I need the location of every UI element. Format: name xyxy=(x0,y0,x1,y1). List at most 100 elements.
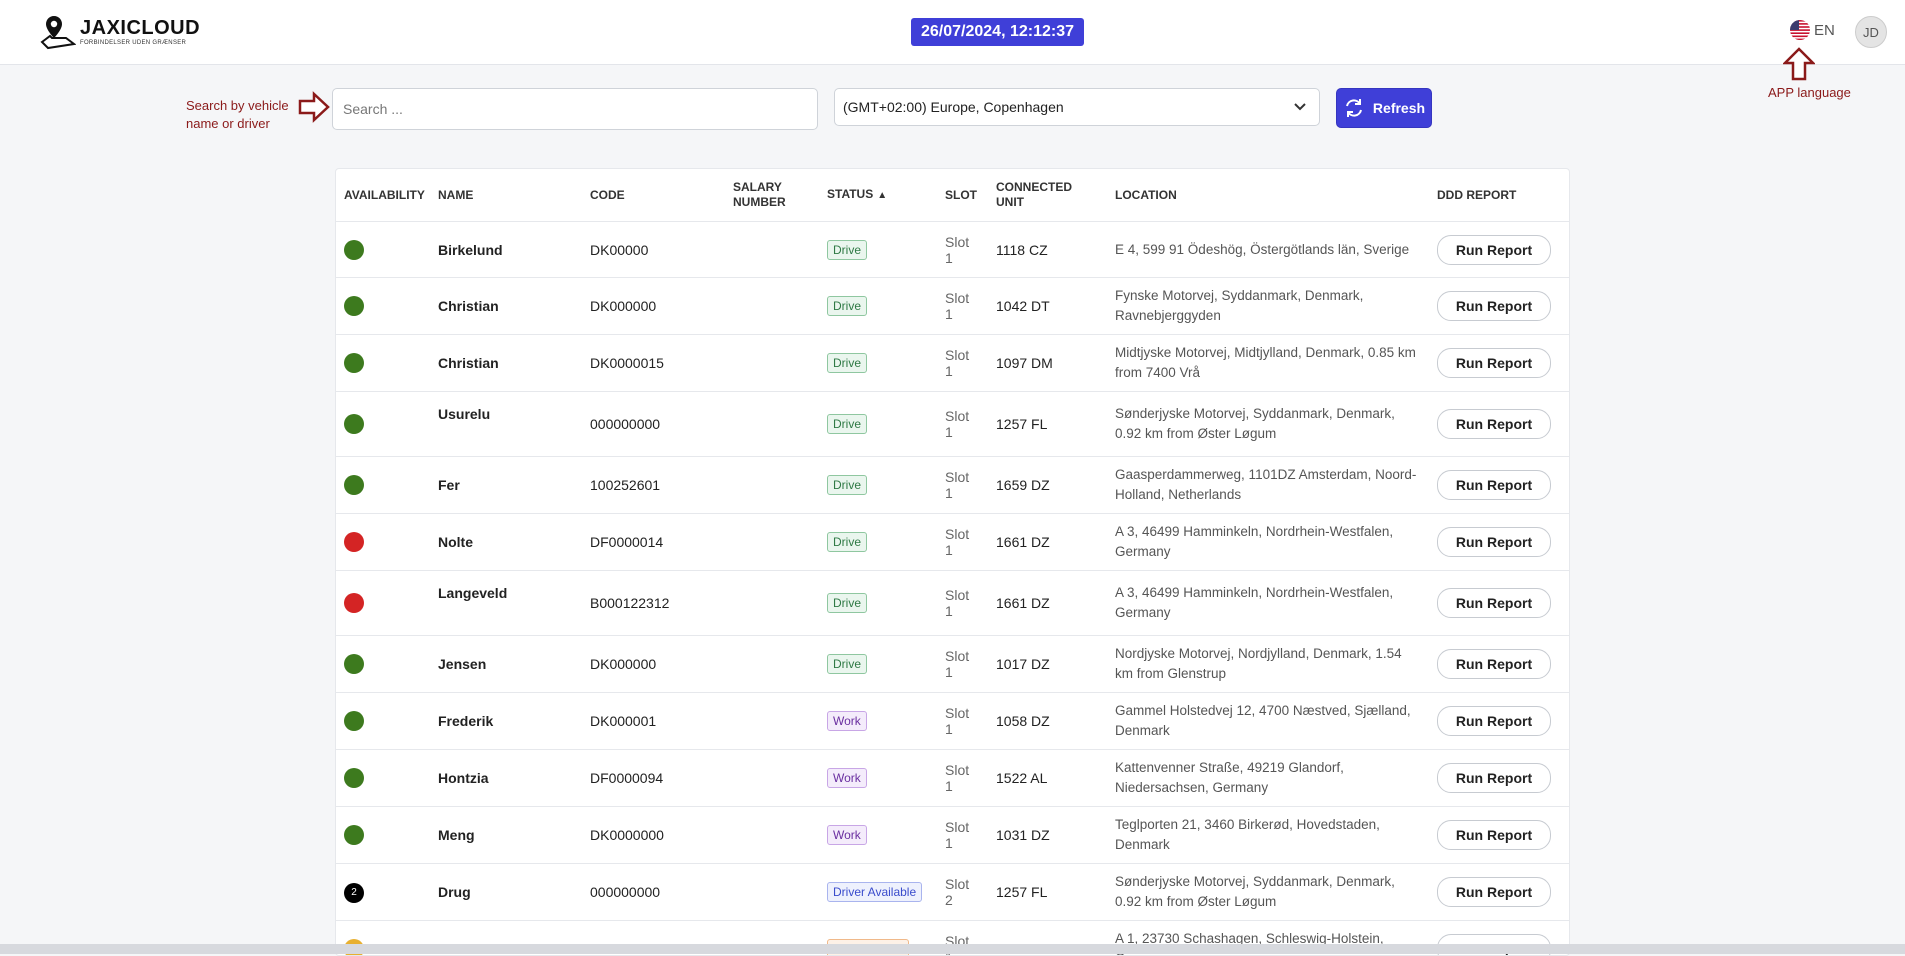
name-cell: Hontzia xyxy=(430,750,582,807)
timezone-select[interactable]: (GMT+02:00) Europe, Copenhagen xyxy=(834,88,1320,126)
app-logo[interactable]: JAXICLOUD FORBINDELSER UDEN GRÆNSER xyxy=(40,14,200,50)
col-ddd-report: DDD REPORT xyxy=(1429,169,1569,222)
code-cell: DK000000 xyxy=(582,636,725,693)
availability-cell xyxy=(336,278,430,335)
run-report-button[interactable]: Run Report xyxy=(1437,649,1551,679)
run-report-button[interactable]: Run Report xyxy=(1437,470,1551,500)
report-cell: Run Report xyxy=(1429,457,1569,514)
sort-icon[interactable]: ▲ xyxy=(877,190,887,201)
run-report-button[interactable]: Run Report xyxy=(1437,706,1551,736)
search-input[interactable] xyxy=(332,88,818,130)
availability-cell xyxy=(336,750,430,807)
salary-cell xyxy=(725,864,819,921)
unit-cell: 1097 DM xyxy=(988,335,1107,392)
unit-cell: 1659 DZ xyxy=(988,457,1107,514)
run-report-button[interactable]: Run Report xyxy=(1437,527,1551,557)
logo-title: JAXICLOUD xyxy=(80,18,200,38)
status-badge: Drive xyxy=(827,296,867,316)
driver-name: Fer xyxy=(438,477,460,493)
run-report-button[interactable]: Run Report xyxy=(1437,877,1551,907)
run-report-button[interactable]: Run Report xyxy=(1437,820,1551,850)
col-availability: AVAILABILITY xyxy=(336,169,430,222)
slot-cell: Slot 2 xyxy=(937,864,988,921)
salary-cell xyxy=(725,514,819,571)
availability-status-dot xyxy=(344,475,364,495)
driver-name: Birkelund xyxy=(438,242,503,258)
arrow-up-icon xyxy=(1783,47,1815,81)
code-cell: DK00000 xyxy=(582,222,725,278)
code-cell: DK000001 xyxy=(582,693,725,750)
location-cell: Fynske Motorvej, Syddanmark, Denmark, Ra… xyxy=(1107,278,1429,335)
availability-status-dot xyxy=(344,825,364,845)
availability-status-dot xyxy=(344,711,364,731)
status-cell: Drive xyxy=(819,222,937,278)
col-location: LOCATION xyxy=(1107,169,1429,222)
salary-cell xyxy=(725,457,819,514)
slot-cell: Slot 1 xyxy=(937,392,988,457)
language-annotation: APP language xyxy=(1768,84,1851,102)
status-badge: Drive xyxy=(827,353,867,373)
name-cell: Birkelund xyxy=(430,222,582,278)
refresh-icon xyxy=(1343,97,1365,119)
col-status-label: STATUS xyxy=(827,187,873,201)
location-cell: Kattenvenner Straße, 49219 Glandorf, Nie… xyxy=(1107,750,1429,807)
report-cell: Run Report xyxy=(1429,750,1569,807)
status-cell: Drive xyxy=(819,457,937,514)
status-cell: Drive xyxy=(819,392,937,457)
name-cell: Meng xyxy=(430,807,582,864)
availability-status-dot xyxy=(344,654,364,674)
availability-cell xyxy=(336,807,430,864)
run-report-button[interactable]: Run Report xyxy=(1437,235,1551,265)
col-salary-number[interactable]: SALARY NUMBER xyxy=(725,169,819,222)
driver-name: Hontzia xyxy=(438,770,489,786)
salary-cell xyxy=(725,693,819,750)
user-avatar[interactable]: JD xyxy=(1855,16,1887,48)
status-badge: Drive xyxy=(827,654,867,674)
report-cell: Run Report xyxy=(1429,222,1569,278)
slot-cell: Slot 1 xyxy=(937,750,988,807)
availability-cell xyxy=(336,392,430,457)
location-cell: E 4, 599 91 Ödeshög, Östergötlands län, … xyxy=(1107,222,1429,278)
driver-name: Christian xyxy=(438,298,499,314)
horizontal-scrollbar[interactable] xyxy=(0,944,1905,954)
slot-cell: Slot 1 xyxy=(937,636,988,693)
slot-cell: Slot 1 xyxy=(937,222,988,278)
salary-cell xyxy=(725,222,819,278)
unit-cell: 1058 DZ xyxy=(988,693,1107,750)
language-selector[interactable]: EN xyxy=(1790,20,1835,40)
status-cell: Drive xyxy=(819,278,937,335)
top-bar: JAXICLOUD FORBINDELSER UDEN GRÆNSER 26/0… xyxy=(0,0,1905,65)
run-report-button[interactable]: Run Report xyxy=(1437,409,1551,439)
driver-name: Nolte xyxy=(438,534,473,550)
location-pin-logo-icon xyxy=(40,14,76,50)
refresh-button[interactable]: Refresh xyxy=(1336,88,1432,128)
salary-cell xyxy=(725,571,819,636)
col-code[interactable]: CODE xyxy=(582,169,725,222)
driver-name: Jensen xyxy=(438,656,486,672)
availability-cell xyxy=(336,457,430,514)
status-cell: Drive xyxy=(819,571,937,636)
unit-cell: 1661 DZ xyxy=(988,571,1107,636)
availability-cell xyxy=(336,571,430,636)
availability-status-dot xyxy=(344,240,364,260)
table-header-row: AVAILABILITY NAME CODE SALARY NUMBER STA… xyxy=(336,169,1569,222)
code-cell: DK0000000 xyxy=(582,807,725,864)
driver-name: Frederik xyxy=(438,713,493,729)
run-report-button[interactable]: Run Report xyxy=(1437,763,1551,793)
slot-cell: Slot 1 xyxy=(937,807,988,864)
availability-cell: 2 xyxy=(336,864,430,921)
salary-cell xyxy=(725,807,819,864)
col-name[interactable]: NAME xyxy=(430,169,582,222)
report-cell: Run Report xyxy=(1429,514,1569,571)
run-report-button[interactable]: Run Report xyxy=(1437,588,1551,618)
vehicles-table: AVAILABILITY NAME CODE SALARY NUMBER STA… xyxy=(335,168,1570,956)
col-status[interactable]: STATUS ▲ xyxy=(819,169,937,222)
run-report-button[interactable]: Run Report xyxy=(1437,348,1551,378)
run-report-button[interactable]: Run Report xyxy=(1437,291,1551,321)
location-cell: Sønderjyske Motorvej, Syddanmark, Denmar… xyxy=(1107,392,1429,457)
report-cell: Run Report xyxy=(1429,693,1569,750)
location-cell: A 3, 46499 Hamminkeln, Nordrhein-Westfal… xyxy=(1107,571,1429,636)
driver-name: Christian xyxy=(438,355,499,371)
